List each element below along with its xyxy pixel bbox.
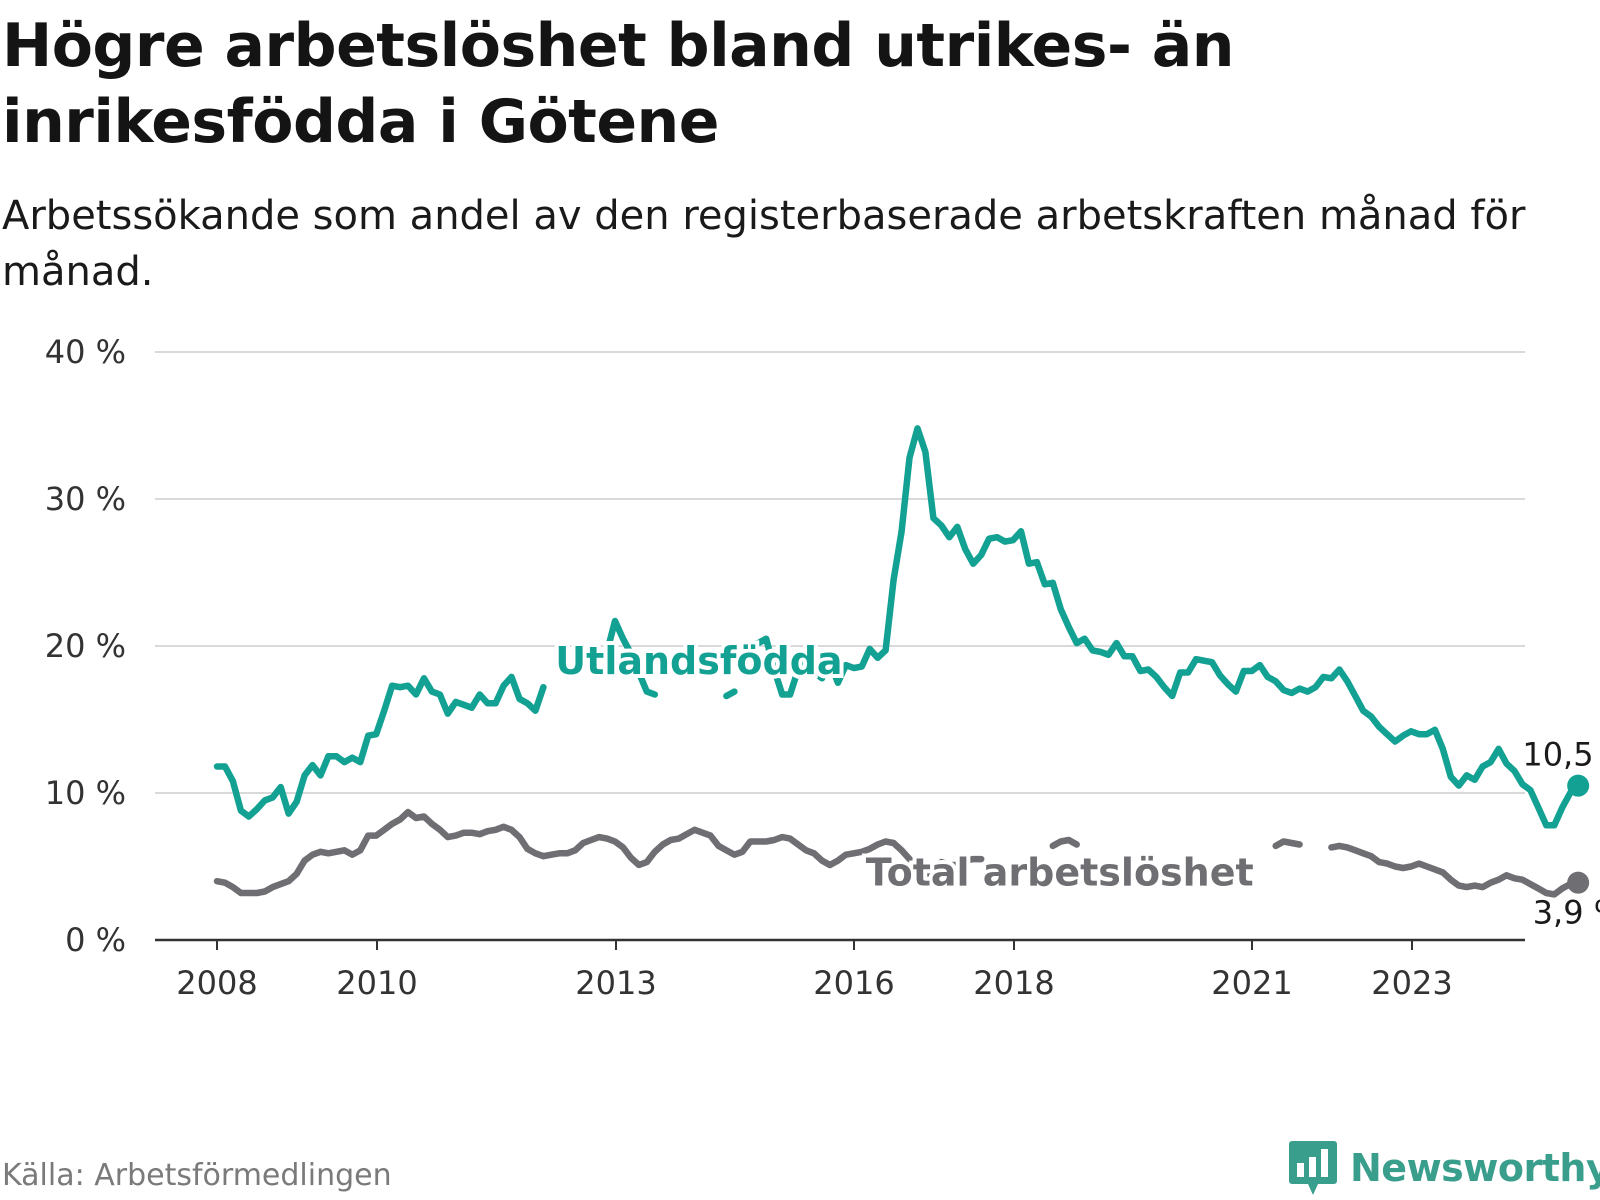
series-labels: Utlandsfödda Total arbetslöshet [551,635,1257,899]
series-label-utlandsfodda: Utlandsfödda [555,639,842,683]
x-tick-label-2023: 2023 [1371,964,1452,1002]
x-tick-label-2021: 2021 [1211,964,1292,1002]
x-tick-label-2008: 2008 [176,964,257,1002]
x-tick-label-2013: 2013 [575,964,656,1002]
series-line-utlandsfodda-fragment-1 [723,688,738,700]
source-note: Källa: Arbetsförmedlingen [2,1158,392,1193]
page-title: Högre arbetslöshet bland utrikes- än inr… [2,11,1234,157]
x-axis-ticks: 2008 2010 2013 2016 2018 2021 2023 [176,940,1453,1002]
brand-name: Newsworthy [1350,1146,1600,1190]
series-line-total-fragment-0 [1049,836,1080,850]
x-tick-label-2018: 2018 [973,964,1054,1002]
end-marker-utlandsfodda [1567,774,1590,797]
series-line-total-fragment-1 [1272,838,1303,850]
series-line-utlandsfodda-seg2 [587,617,635,660]
y-axis-ticks: 0 % 10 % 20 % 30 % 40 % [45,333,126,959]
brand-logo[interactable]: Newsworthy [1288,1138,1600,1198]
y-tick-label-0: 0 % [65,921,126,959]
y-tick-label-10: 10 % [45,774,126,812]
series-line-total-tail [1367,852,1582,898]
series-line-utlandsfodda-fragment-0 [627,650,659,698]
series-label-total-arbetsloshet: Total arbetslöshet [866,851,1254,895]
end-markers: 10,5 % 3,9 % [1522,736,1600,932]
y-tick-label-40: 40 % [45,333,126,371]
x-tick-label-2016: 2016 [813,964,894,1002]
end-value-label-utlandsfodda: 10,5 % [1522,736,1600,774]
series-line-total-fragment-2 [1328,842,1375,860]
chart-subtitle: Arbetssökande som andel av den registerb… [2,193,1526,295]
grid-lines [155,351,1525,794]
newsworthy-logo-icon [1289,1141,1337,1195]
y-tick-label-30: 30 % [45,480,126,518]
y-tick-label-20: 20 % [45,627,126,665]
x-tick-label-2010: 2010 [336,964,417,1002]
series-line-utlandsfodda-seg1 [213,673,547,820]
end-value-label-total: 3,9 % [1533,894,1600,932]
series-line-utlandsfodda-seg3 [731,425,1582,829]
end-marker-total [1567,871,1590,894]
series-lines [213,425,1582,898]
series-line-total-head [213,808,985,897]
